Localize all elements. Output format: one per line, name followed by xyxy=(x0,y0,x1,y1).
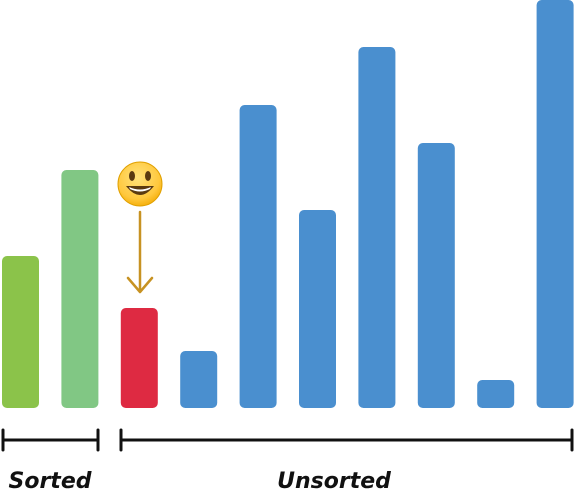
bar-4-unsorted xyxy=(180,351,218,408)
bar-6-unsorted xyxy=(299,210,336,408)
unsorted-bracket xyxy=(119,428,574,452)
down-arrow-icon xyxy=(126,210,154,294)
bar-8-unsorted xyxy=(417,143,455,408)
sorted-label: Sorted xyxy=(9,469,92,494)
smiling-face-icon xyxy=(117,161,163,207)
indicator xyxy=(117,161,163,294)
bar-2-sorted xyxy=(61,170,99,408)
bar-3-current xyxy=(120,308,158,408)
bar-7-unsorted xyxy=(358,47,396,408)
bar-5-unsorted xyxy=(239,105,277,408)
bars-group xyxy=(2,0,574,408)
bar-9-unsorted xyxy=(477,380,515,408)
unsorted-label: Unsorted xyxy=(277,469,391,494)
sorted-bracket xyxy=(1,428,100,452)
bar-1-sorted xyxy=(2,256,39,408)
bar-10-unsorted xyxy=(536,0,574,408)
